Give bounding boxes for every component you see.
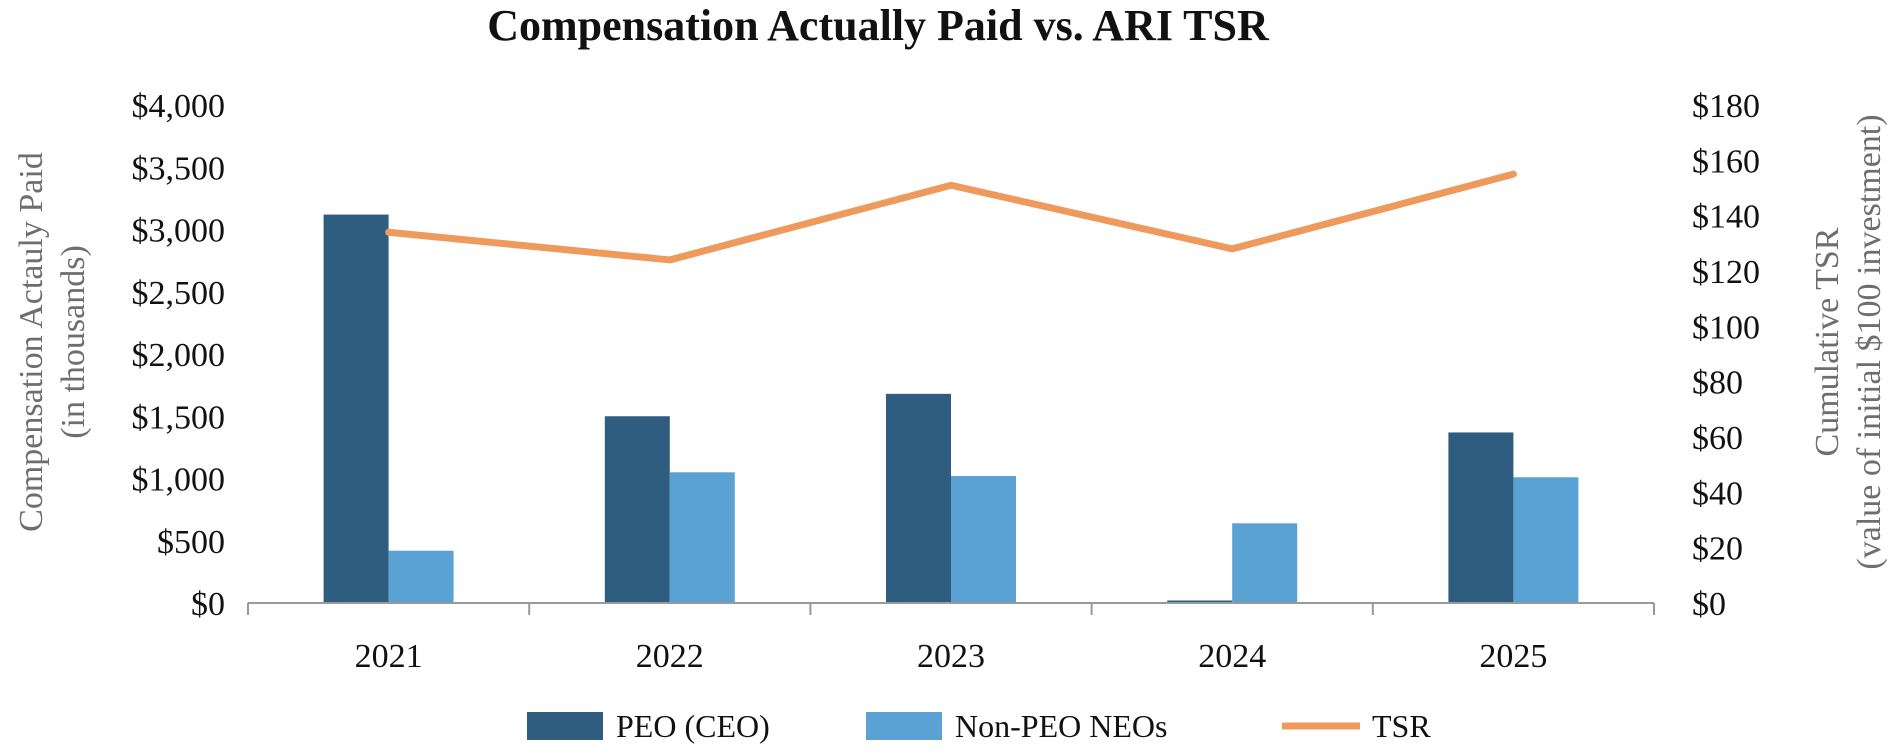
x-axis-tick-labels: 2021 2022 2023 2024 2025 xyxy=(355,638,1548,675)
tsr-line-layer xyxy=(385,170,1517,264)
bars xyxy=(323,214,1579,603)
non-peo-bar-2022 xyxy=(669,472,735,603)
x-tick-label: 2024 xyxy=(1198,638,1266,675)
y-axis-tick-labels: $0 $500 $1,000 $1,500 $2,000 $2,500 $3,000 $3,5… xyxy=(132,88,226,623)
y-tick-label: $1,000 xyxy=(132,462,226,499)
tsr-line xyxy=(385,170,1517,264)
peo-bar-2023 xyxy=(886,393,951,603)
non-peo-bar-2025 xyxy=(1513,477,1579,603)
x-tick-label: 2023 xyxy=(917,638,985,675)
y2-axis-title-line-1: Cumulative TSR xyxy=(1809,227,1846,456)
peo-bar-2025 xyxy=(1448,432,1514,603)
non-peo-bar-2023 xyxy=(951,476,1016,603)
peo-bar-2022 xyxy=(604,416,670,603)
y2-tick-label: $160 xyxy=(1692,143,1760,180)
legend-swatch-peo xyxy=(527,712,603,740)
y-tick-label: $2,500 xyxy=(132,275,226,312)
y2-axis-title-line-2: (value of initial $100 investment) xyxy=(1851,114,1888,569)
y2-tick-label: $20 xyxy=(1692,531,1743,568)
y-tick-label: $0 xyxy=(191,586,225,623)
legend-label-tsr: TSR xyxy=(1372,708,1431,744)
peo-bar-2021 xyxy=(323,214,389,603)
legend: PEO (CEO) Non-PEO NEOs TSR xyxy=(527,708,1431,744)
y2-tick-label: $120 xyxy=(1692,254,1760,291)
y2-tick-label: $60 xyxy=(1692,420,1743,457)
y-tick-label: $4,000 xyxy=(132,88,226,125)
y-tick-label: $1,500 xyxy=(132,399,226,436)
y-tick-label: $500 xyxy=(157,524,225,561)
y2-tick-label: $180 xyxy=(1692,88,1760,125)
y-axis-title-line-2: (in thousands) xyxy=(55,245,92,439)
y-axis-title: Compensation Actauly Paid (in thousands) xyxy=(13,152,92,532)
chart-title: Compensation Actually Paid vs. ARI TSR xyxy=(487,1,1270,50)
x-tick-label: 2021 xyxy=(355,638,423,675)
y-tick-label: $3,000 xyxy=(132,213,226,250)
legend-swatch-non-peo xyxy=(866,712,942,740)
y-axis-title-line-1: Compensation Actauly Paid xyxy=(13,152,50,532)
x-tick-label: 2025 xyxy=(1479,638,1547,675)
y2-tick-label: $0 xyxy=(1692,586,1726,623)
x-axis-ticks xyxy=(247,603,1655,615)
non-peo-bar-2021 xyxy=(388,550,454,603)
y-tick-label: $2,000 xyxy=(132,337,226,374)
y2-tick-label: $140 xyxy=(1692,199,1760,236)
legend-label-peo: PEO (CEO) xyxy=(616,708,770,744)
y2-tick-label: $80 xyxy=(1692,365,1743,402)
x-tick-label: 2022 xyxy=(636,638,704,675)
legend-label-non-peo: Non-PEO NEOs xyxy=(955,708,1167,744)
y2-tick-label: $40 xyxy=(1692,475,1743,512)
peo-bar-2024 xyxy=(1167,600,1233,603)
y2-axis-title: Cumulative TSR (value of initial $100 in… xyxy=(1809,114,1888,569)
y2-tick-label: $100 xyxy=(1692,309,1760,346)
non-peo-bar-2024 xyxy=(1232,523,1298,603)
y2-axis-tick-labels: $0 $20 $40 $60 $80 $100 $120 $140 $160 $180 xyxy=(1692,88,1760,623)
y-tick-label: $3,500 xyxy=(132,150,226,187)
